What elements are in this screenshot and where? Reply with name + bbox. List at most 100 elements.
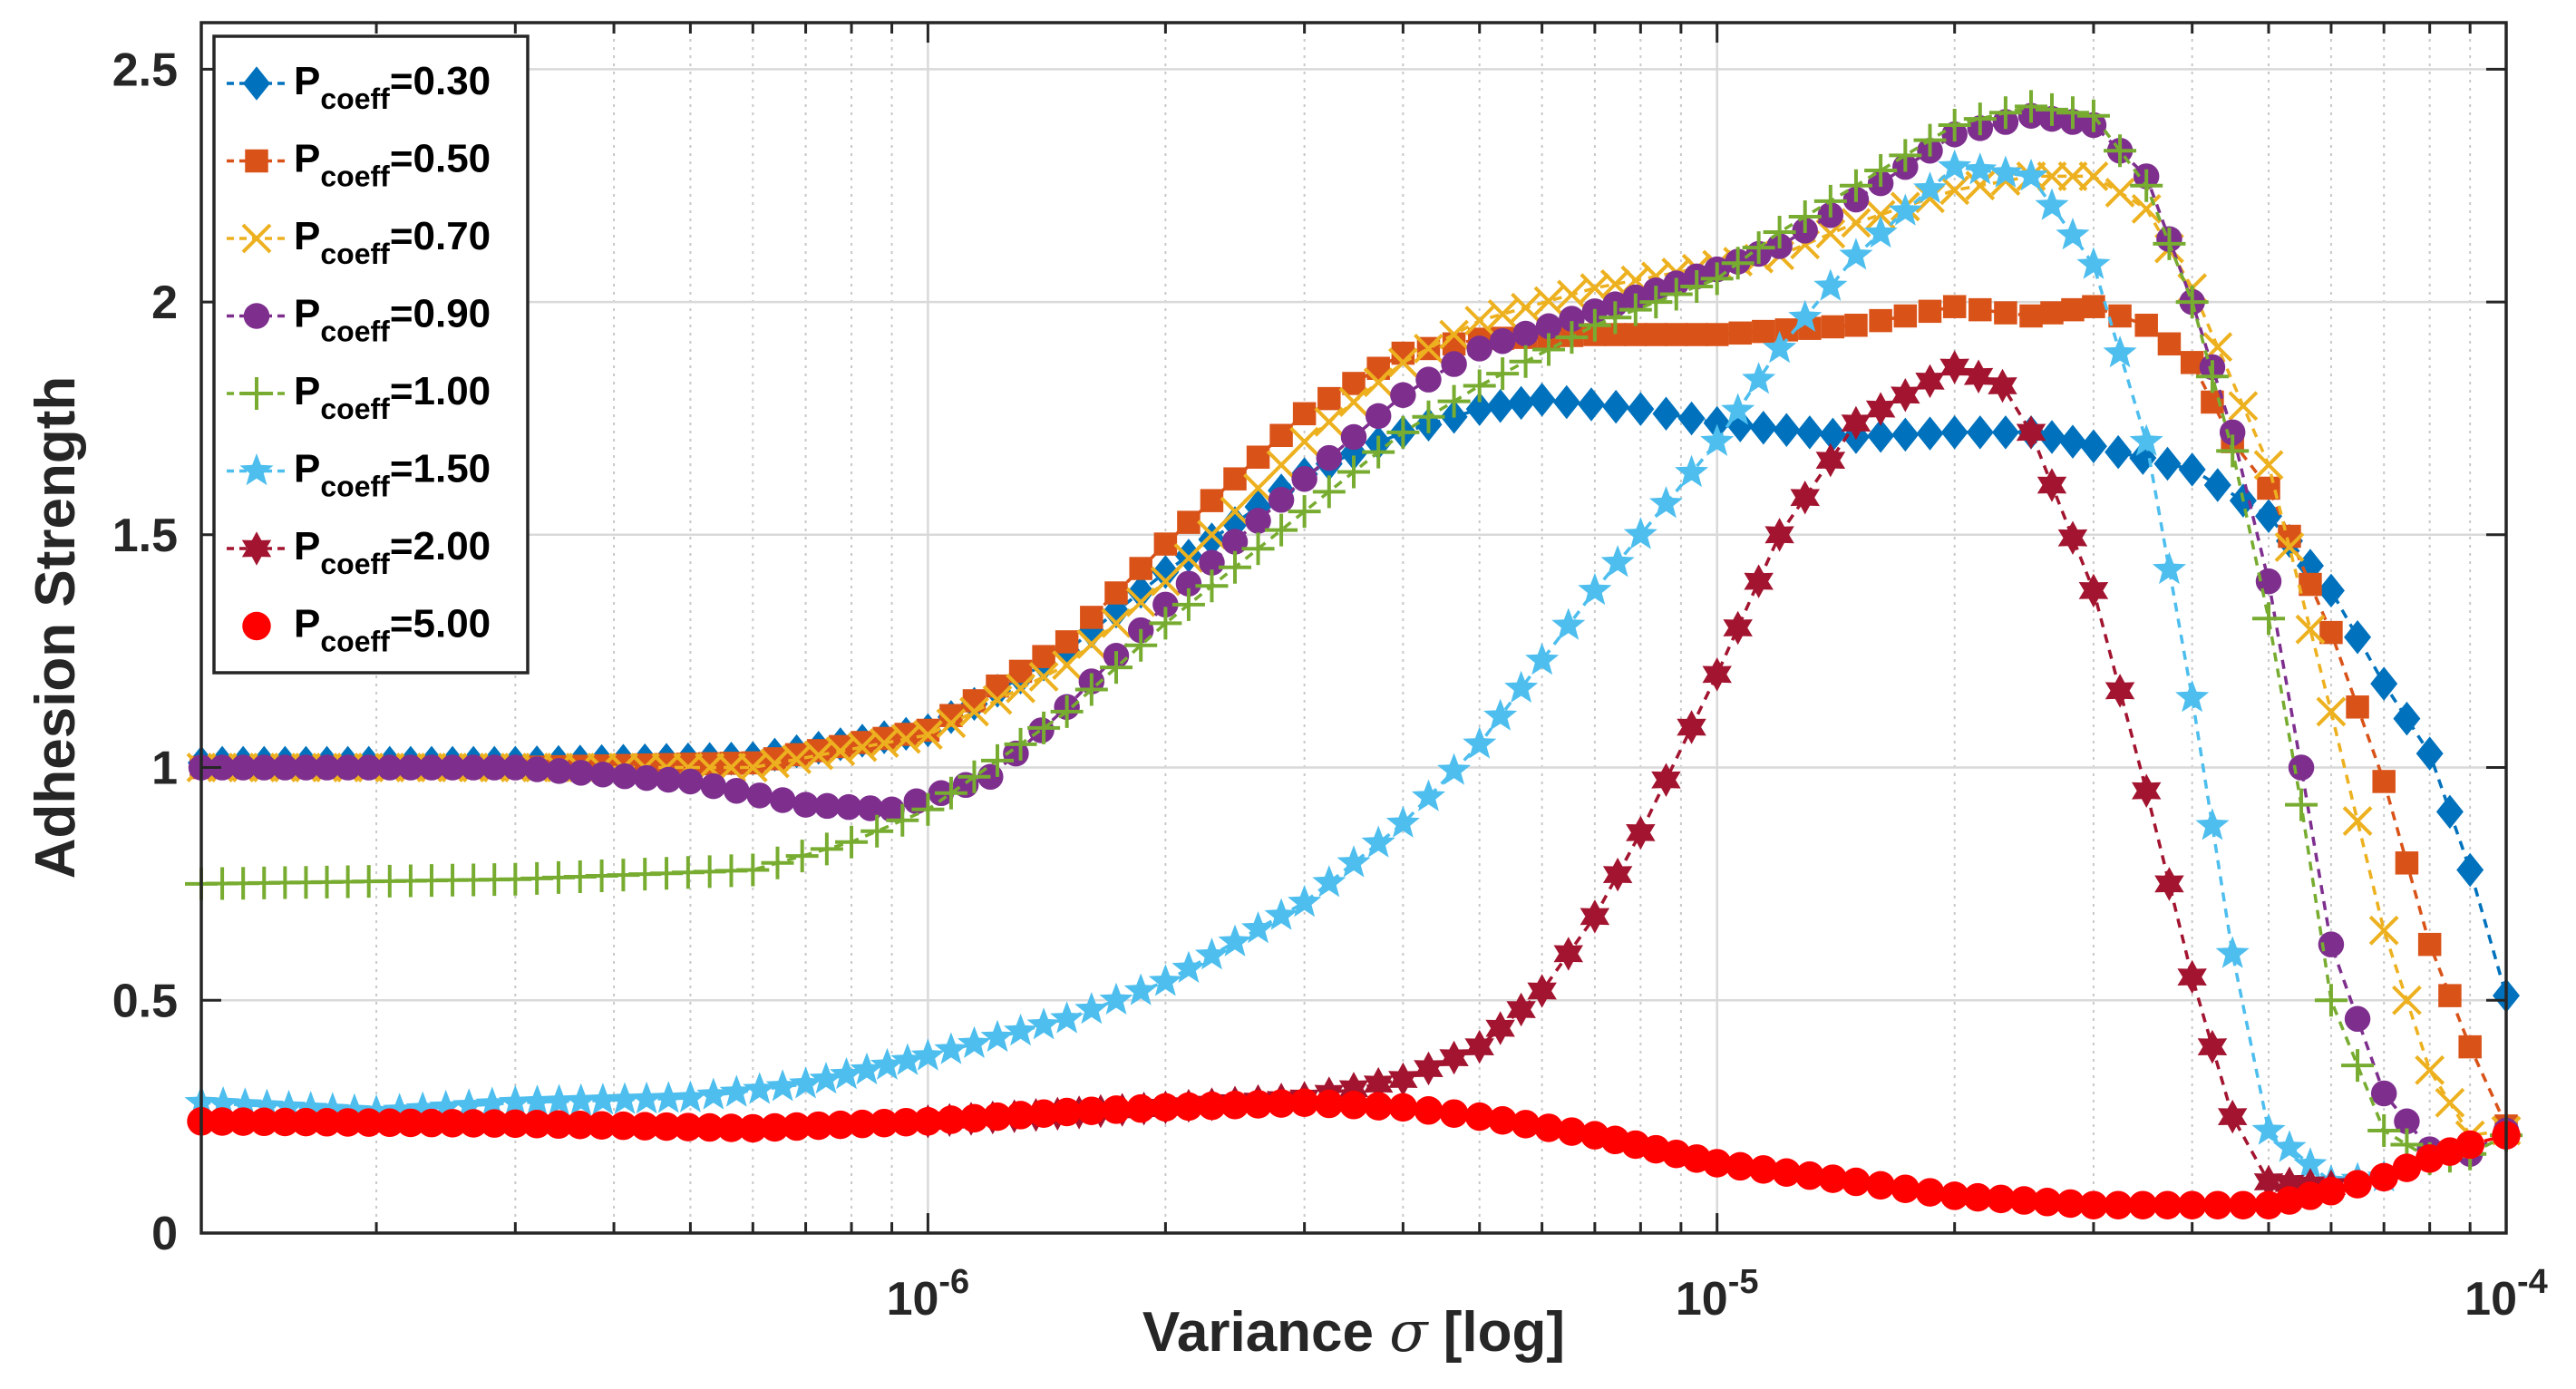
data-point: [2175, 286, 2209, 319]
legend-box: [212, 34, 530, 675]
data-point: [1074, 992, 1109, 1025]
data-point: [792, 792, 819, 818]
data-point: [1913, 123, 1947, 157]
data-point: [312, 1108, 342, 1137]
data-point: [2370, 1080, 2397, 1107]
data-point: [1644, 323, 1668, 346]
data-point: [1485, 1011, 1515, 1045]
data-point: [1599, 301, 1632, 335]
data-point: [1152, 591, 1179, 618]
data-point: [1842, 1167, 1871, 1197]
data-point: [1437, 753, 1472, 785]
data-point: [1177, 510, 1201, 534]
data-point: [1129, 557, 1152, 580]
data-point: [1153, 532, 1178, 556]
data-point: [2015, 90, 2048, 123]
data-point: [879, 796, 905, 822]
data-point: [2368, 915, 2399, 946]
data-point: [2316, 696, 2347, 727]
data-point: [1665, 323, 1688, 346]
data-point: [2416, 736, 2444, 771]
data-point: [1150, 566, 1181, 597]
data-point: [2153, 1190, 2182, 1219]
data-point: [1685, 323, 1708, 346]
data-point: [830, 1056, 864, 1090]
y-tick-label: 2.5: [112, 44, 178, 96]
data-point: [1555, 321, 1589, 355]
data-point: [272, 754, 298, 781]
data-point: [724, 777, 750, 804]
data-point: [1864, 154, 1898, 188]
data-point: [1557, 279, 1587, 310]
data-point: [1602, 857, 1633, 892]
data-point: [2341, 1049, 2375, 1083]
data-point: [294, 1091, 328, 1123]
data-point: [1363, 367, 1394, 398]
data-point: [1504, 670, 1539, 703]
data-point: [544, 1110, 573, 1140]
data-point: [1074, 673, 1108, 706]
plot-frame: [199, 21, 2508, 1235]
data-point: [2178, 452, 2206, 487]
data-point: [1815, 442, 1846, 478]
data-point: [2152, 551, 2186, 585]
data-point: [522, 1110, 551, 1139]
data-point: [891, 1107, 921, 1137]
data-point: [1219, 550, 1252, 584]
data-point: [1866, 1170, 1895, 1200]
data-point: [1600, 545, 1635, 578]
data-point: [1080, 606, 1103, 629]
data-point: [418, 754, 445, 781]
data-point: [1464, 306, 1495, 336]
data-point: [568, 760, 594, 786]
legend-marker: [243, 303, 270, 329]
data-point: [270, 1107, 300, 1137]
data-point: [1728, 321, 1752, 345]
data-point: [208, 1107, 237, 1136]
series-Pcoeff=5.00: [187, 1088, 2521, 1219]
data-point: [1342, 372, 1366, 395]
data-point: [502, 754, 529, 781]
data-point: [850, 1052, 884, 1085]
data-point: [1315, 1089, 1344, 1119]
data-point: [1264, 898, 1298, 930]
data-point: [1004, 727, 1037, 761]
data-point: [746, 782, 773, 809]
data-point: [1029, 1099, 1058, 1128]
data-point: [405, 1091, 440, 1123]
data-point: [452, 1088, 486, 1121]
legend-marker: [240, 377, 273, 410]
data-point: [1245, 508, 1271, 534]
data-point: [848, 1109, 877, 1139]
data-point: [1148, 964, 1182, 996]
data-point: [1463, 369, 1496, 403]
data-point: [1551, 607, 1586, 640]
data-point: [481, 754, 508, 781]
data-point: [957, 760, 991, 793]
data-point: [1028, 661, 1059, 692]
data-point: [1243, 473, 1273, 503]
legend-entry: Pcoeff=0.90: [227, 292, 491, 348]
data-point: [2274, 532, 2305, 562]
data-point: [2014, 158, 2048, 191]
data-point: [1243, 1090, 1273, 1119]
data-point: [937, 1105, 966, 1134]
data-point: [1963, 102, 1997, 136]
data-point: [1489, 327, 1516, 355]
legend-marker: [239, 453, 274, 486]
y-tick-label: 0: [151, 1208, 178, 1260]
data-point: [228, 1107, 258, 1136]
data-point: [1006, 673, 1035, 704]
data-point: [1194, 937, 1229, 970]
legend-label: Pcoeff=0.30: [294, 59, 491, 115]
data-point: [1913, 171, 1947, 204]
data-point: [337, 1093, 372, 1125]
data-point: [397, 754, 424, 781]
data-point: [2458, 1034, 2482, 1059]
data-point: [1100, 651, 1133, 685]
data-point: [1527, 974, 1557, 1008]
data-point: [1337, 845, 1371, 878]
data-point: [1439, 1099, 1469, 1128]
data-point: [1918, 299, 1942, 324]
data-point: [1652, 396, 1680, 432]
